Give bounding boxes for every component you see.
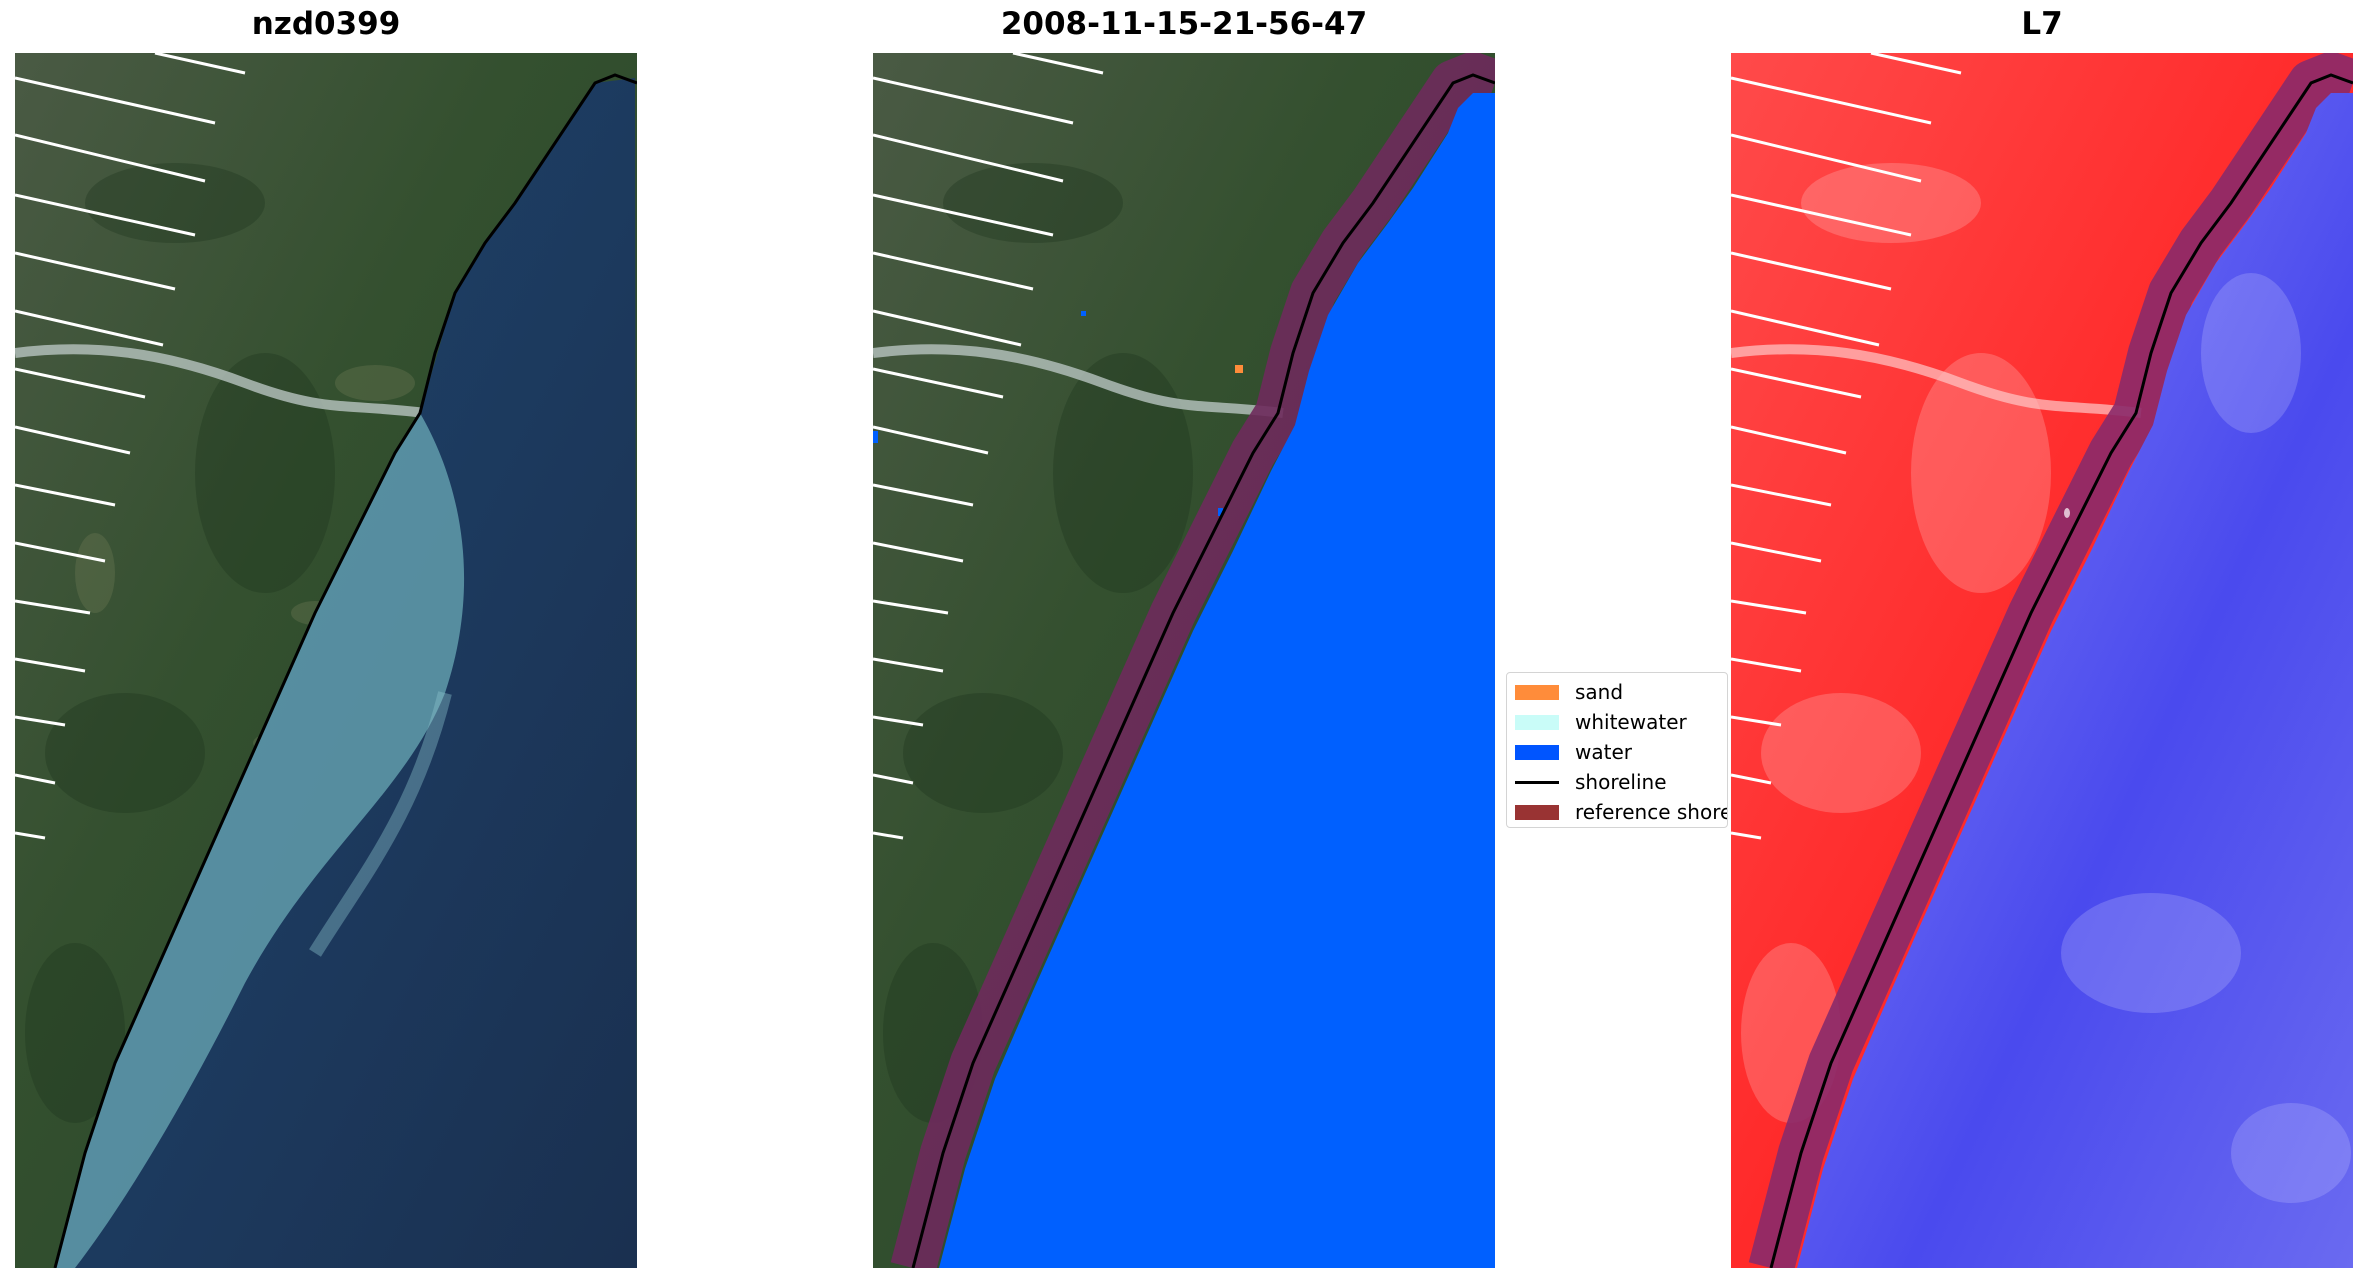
legend-label-sand: sand — [1575, 680, 1624, 704]
legend-swatch-water — [1515, 744, 1559, 760]
legend-swatch-whitewater — [1515, 714, 1559, 730]
legend-label-water: water — [1575, 740, 1632, 764]
legend-label-shoreline: shoreline — [1575, 770, 1667, 794]
legend-label-reference-shoreline: reference shoreline — [1575, 800, 1727, 824]
legend-item-water: water — [1515, 740, 1632, 764]
false-colour-image — [1731, 53, 2353, 1268]
true-colour-image — [15, 53, 637, 1268]
legend-line-shoreline — [1515, 780, 1559, 784]
legend-item-reference-shoreline: reference shoreline — [1515, 800, 1727, 824]
legend-swatch-sand — [1515, 684, 1559, 700]
panel-title-site: nzd0399 — [251, 6, 401, 42]
panel-title-satellite: L7 — [2021, 6, 2063, 42]
legend: sand whitewater water shoreline referenc… — [1506, 672, 1728, 828]
legend-item-shoreline: shoreline — [1515, 770, 1667, 794]
classified-image — [873, 53, 1495, 1268]
legend-item-sand: sand — [1515, 680, 1623, 704]
legend-label-whitewater: whitewater — [1575, 710, 1687, 734]
legend-item-whitewater: whitewater — [1515, 710, 1687, 734]
panel-title-date: 2008-11-15-21-56-47 — [1000, 6, 1368, 42]
legend-swatch-reference-shoreline — [1515, 804, 1559, 820]
